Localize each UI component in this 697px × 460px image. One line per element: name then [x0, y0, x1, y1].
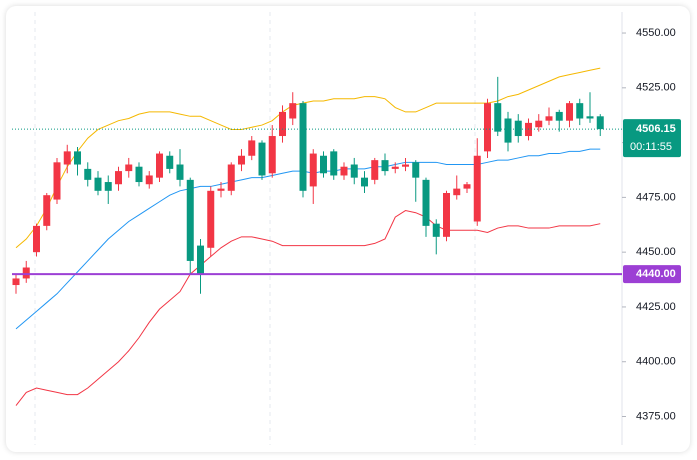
- candle-body: [555, 111, 563, 121]
- level-box: [623, 265, 681, 284]
- candle-body: [125, 164, 133, 172]
- candle-body: [596, 116, 604, 130]
- candle-body: [33, 225, 40, 253]
- candle-body: [94, 177, 102, 191]
- candle-body: [371, 160, 379, 180]
- candle-body: [340, 166, 348, 176]
- candle-body: [361, 177, 368, 187]
- candle-body: [463, 184, 471, 189]
- candle-body: [514, 120, 522, 137]
- candle-body: [176, 164, 184, 180]
- last-price-box: [623, 119, 681, 158]
- y-tick-label: 4525.00: [636, 82, 676, 94]
- y-tick-label: 4400.00: [636, 356, 676, 368]
- candle-body: [115, 171, 122, 185]
- candle-body: [473, 155, 481, 222]
- candle-body: [186, 179, 194, 261]
- candle-body: [63, 151, 71, 165]
- candle-body: [74, 151, 81, 165]
- y-tick-label: 4550.00: [636, 27, 676, 39]
- y-tick-label: 4450.00: [636, 246, 676, 258]
- candle-body: [22, 267, 30, 279]
- candle-body: [197, 245, 204, 275]
- candle-body: [350, 164, 358, 178]
- y-tick-label: 4475.00: [636, 191, 676, 203]
- candle-body: [207, 190, 215, 248]
- candle-body: [391, 166, 399, 169]
- candle-body: [104, 182, 112, 191]
- candle-body: [156, 153, 163, 178]
- candle-body: [258, 142, 266, 176]
- candle-body: [402, 164, 409, 167]
- candle-body: [535, 120, 543, 128]
- band-line: [15, 67, 601, 249]
- candle-body: [217, 188, 225, 191]
- last-price-label: 4506.15: [636, 123, 676, 135]
- countdown-label: 00:11:55: [630, 141, 672, 153]
- candle-body: [576, 103, 584, 119]
- band-line: [15, 148, 601, 330]
- candle-body: [289, 103, 297, 119]
- candle-body: [238, 155, 245, 165]
- level-label: 4440.00: [636, 268, 676, 280]
- grid: [34, 12, 476, 445]
- candle-body: [545, 116, 553, 121]
- candle-body: [432, 223, 440, 237]
- candle-body: [279, 111, 286, 137]
- candle-body: [453, 188, 461, 196]
- candle-body: [268, 136, 276, 174]
- candle-body: [586, 116, 594, 119]
- candle-body: [135, 166, 143, 183]
- candle-body: [320, 155, 327, 174]
- candle-body: [12, 278, 20, 286]
- candle-body: [248, 140, 256, 156]
- band-line: [15, 209, 601, 406]
- candle-body: [166, 155, 174, 169]
- candle-body: [566, 103, 573, 121]
- candle-body: [330, 151, 338, 176]
- candle-body: [422, 179, 430, 226]
- candle-body: [309, 153, 317, 187]
- y-tick-label: 4425.00: [636, 301, 676, 313]
- candle-body: [53, 162, 61, 200]
- candle-body: [484, 103, 491, 152]
- candle-body: [145, 175, 153, 185]
- candle-body: [504, 118, 512, 143]
- candle-body: [299, 103, 307, 191]
- candle-body: [43, 195, 51, 226]
- candle-body: [84, 168, 92, 180]
- candle-body: [412, 162, 420, 178]
- candle-body: [227, 164, 235, 191]
- candle-body: [381, 160, 389, 172]
- candle-body: [443, 193, 450, 237]
- candle-body: [494, 103, 502, 132]
- y-tick-label: 4375.00: [636, 410, 676, 422]
